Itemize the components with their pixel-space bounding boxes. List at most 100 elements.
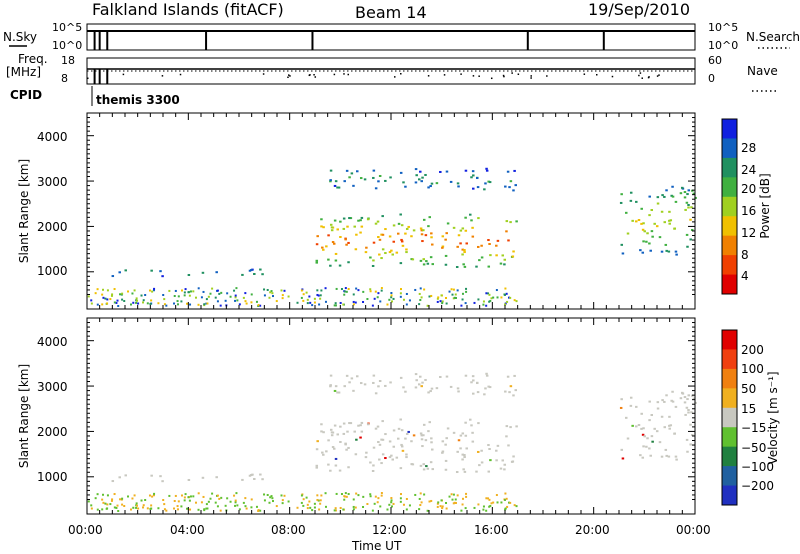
velocity-pixel — [485, 372, 488, 375]
power-noise-pixel — [96, 303, 99, 306]
velocity-pixel — [397, 427, 401, 430]
velocity-pixel — [384, 433, 387, 436]
power-noise-pixel — [465, 287, 468, 290]
power-noise-pixel — [263, 294, 266, 297]
power-pixel — [641, 251, 645, 254]
velocity-pixel — [429, 390, 432, 393]
velocity-pixel — [414, 386, 418, 389]
velocity-ylabel: Slant Range [km] — [17, 364, 31, 468]
velocity-noise-pixel — [234, 501, 237, 504]
velocity-noise-pixel — [165, 509, 168, 512]
power-noise-pixel — [460, 304, 463, 307]
power-noise-pixel — [362, 290, 365, 293]
power-pixel — [424, 173, 427, 176]
beam-label: Beam 14 — [355, 3, 427, 22]
velocity-pixel — [487, 385, 490, 388]
nave-dot — [478, 75, 480, 77]
nave-dot — [343, 73, 345, 75]
nave-label: Nave — [747, 64, 778, 78]
nave-dot — [490, 77, 493, 80]
power-noise-pixel — [194, 296, 197, 299]
velocity-noise-pixel — [121, 503, 124, 506]
velocity-pixel — [441, 451, 444, 454]
velocity-pixel — [376, 425, 380, 428]
velocity-pixel — [513, 374, 516, 377]
power-pixel — [635, 220, 638, 223]
velocity-pixel — [369, 461, 372, 464]
power-pixel — [503, 258, 507, 261]
power-noise-pixel — [345, 290, 348, 293]
power-pixel — [462, 263, 465, 266]
power-noise-pixel — [390, 296, 393, 299]
velocity-pixel — [329, 428, 333, 431]
velocity-pixel — [480, 449, 483, 452]
power-noise-pixel — [352, 303, 355, 306]
power-noise-pixel — [140, 294, 143, 297]
power-pixel — [444, 254, 448, 257]
velocity-pixel — [471, 440, 475, 443]
velocity-pixel — [422, 463, 426, 466]
velocity-noise-pixel — [233, 494, 236, 497]
power-pixel — [384, 228, 387, 231]
velocity-pixel — [315, 466, 319, 469]
power-noise-pixel — [503, 293, 506, 296]
nave-dot — [638, 74, 640, 77]
power-pixel — [485, 169, 489, 172]
velocity-pixel — [347, 466, 350, 469]
power-pixel — [261, 273, 264, 276]
velocity-noise-pixel — [340, 493, 343, 496]
power-pixel — [620, 193, 623, 196]
power-pixel — [378, 174, 382, 177]
power-pixel — [412, 229, 416, 232]
power-noise-pixel — [399, 295, 402, 298]
velocity-noise-pixel — [451, 498, 454, 501]
power-pixel — [658, 236, 662, 239]
power-pixel — [631, 219, 634, 222]
nave-dot — [289, 75, 291, 77]
power-noise-pixel — [132, 301, 135, 304]
nsky-label: N.Sky — [3, 30, 37, 44]
power-pixel — [506, 170, 510, 173]
power-pixel — [674, 250, 678, 253]
velocity-noise-pixel — [366, 503, 369, 506]
power-noise-pixel — [133, 289, 136, 292]
power-pixel — [463, 265, 467, 268]
power-pixel — [683, 191, 687, 194]
power-pixel — [452, 226, 456, 229]
velocity-pixel — [660, 415, 664, 418]
nave-dot — [502, 74, 505, 77]
nave-dot — [546, 75, 548, 77]
velocity-noise-pixel — [489, 504, 492, 507]
velocity-pixel — [501, 459, 504, 462]
velocity-pixel — [412, 434, 416, 437]
velocity-pixel — [496, 444, 500, 447]
velocity-pixel — [470, 381, 473, 384]
velocity-noise-pixel — [149, 507, 152, 510]
velocity-noise-pixel — [173, 507, 176, 510]
velocity-noise-pixel — [102, 501, 105, 504]
nsearch-label: N.Search — [746, 30, 800, 44]
velocity-noise-pixel — [151, 495, 154, 498]
power-noise-pixel — [101, 293, 104, 296]
power-pixel — [421, 176, 424, 179]
power-pixel — [422, 229, 425, 232]
velocity-noise-pixel — [194, 501, 197, 504]
velocity-noise-pixel — [90, 504, 93, 507]
velocity-pixel — [327, 439, 330, 442]
power-pixel — [372, 176, 375, 179]
velocity-noise-pixel — [111, 498, 114, 501]
velocity-pixel — [648, 419, 651, 422]
velocity-noise-pixel — [436, 505, 439, 508]
velocity-pixel — [366, 423, 370, 426]
nave-dot — [333, 73, 336, 76]
velocity-noise-pixel — [506, 505, 509, 508]
power-noise-pixel — [508, 296, 511, 299]
nave-dot — [427, 75, 430, 77]
power-noise-pixel — [168, 289, 171, 292]
power-pixel — [671, 195, 675, 198]
velocity-pixel — [330, 431, 334, 434]
velocity-pixel — [642, 445, 645, 448]
power-pixel — [431, 263, 434, 266]
power-pixel — [405, 251, 408, 254]
power-noise-pixel — [136, 299, 139, 302]
